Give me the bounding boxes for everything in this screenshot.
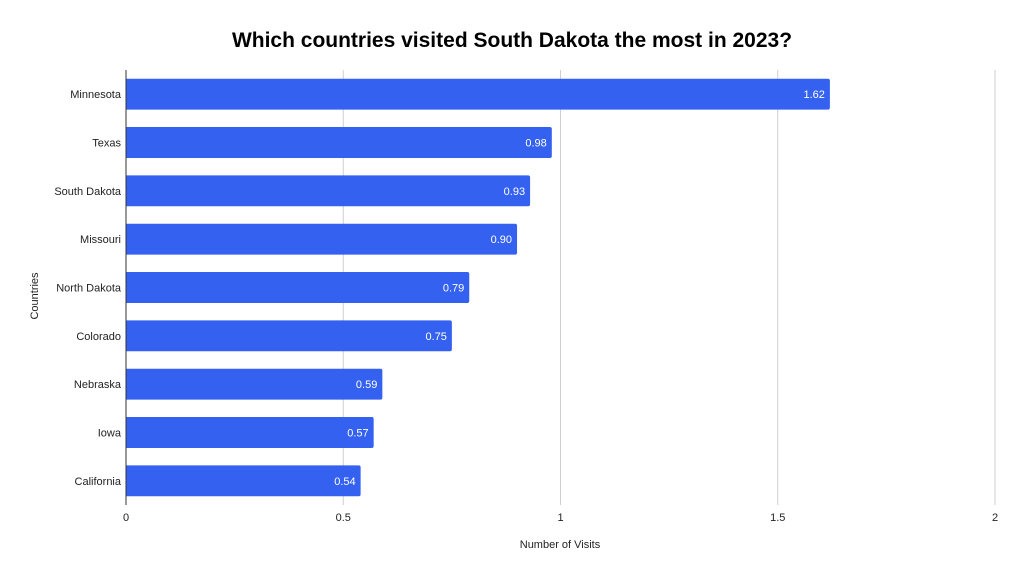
x-tick-label: 1.5 — [770, 512, 785, 524]
data-label: 0.79 — [443, 283, 464, 295]
bar — [126, 417, 374, 448]
category-label: Missouri — [80, 234, 121, 246]
data-label: 0.90 — [491, 234, 512, 246]
category-label: Nebraska — [74, 379, 122, 391]
y-axis-title: Countries — [29, 272, 41, 320]
bar — [126, 368, 383, 400]
category-label: Colorado — [76, 331, 121, 343]
bar — [126, 223, 518, 255]
x-tick-labels: 0 0.5 1 1.5 2 — [123, 512, 998, 524]
data-label: 0.98 — [525, 138, 546, 150]
category-label: California — [75, 476, 122, 488]
data-label: 0.59 — [356, 379, 377, 391]
data-labels: 1.62 0.98 0.93 0.90 0.79 0.75 0.59 0.57 0.54 — [334, 89, 825, 488]
data-label: 1.62 — [803, 89, 824, 101]
bar — [126, 320, 452, 352]
data-label: 0.93 — [504, 186, 525, 198]
x-tick-label: 0.5 — [336, 512, 351, 524]
bar — [126, 175, 531, 207]
bar — [126, 127, 552, 158]
category-label: Iowa — [98, 428, 122, 440]
bars — [126, 78, 830, 497]
category-label: South Dakota — [54, 186, 122, 198]
data-label: 0.57 — [347, 428, 368, 440]
category-label: Texas — [92, 138, 121, 150]
x-tick-label: 1 — [557, 512, 563, 524]
x-axis-title: Number of Visits — [520, 539, 601, 551]
category-label: North Dakota — [56, 283, 122, 295]
bar — [126, 272, 470, 303]
bar — [126, 465, 361, 497]
x-tick-label: 0 — [123, 512, 129, 524]
category-label: Minnesota — [70, 89, 122, 101]
data-label: 0.75 — [425, 331, 446, 343]
data-label: 0.54 — [334, 476, 355, 488]
x-tick-label: 2 — [992, 512, 998, 524]
category-labels: Minnesota Texas South Dakota Missouri North … — [54, 89, 122, 488]
chart-title: Which countries visited South Dakota the… — [232, 29, 792, 52]
bar — [126, 78, 830, 110]
